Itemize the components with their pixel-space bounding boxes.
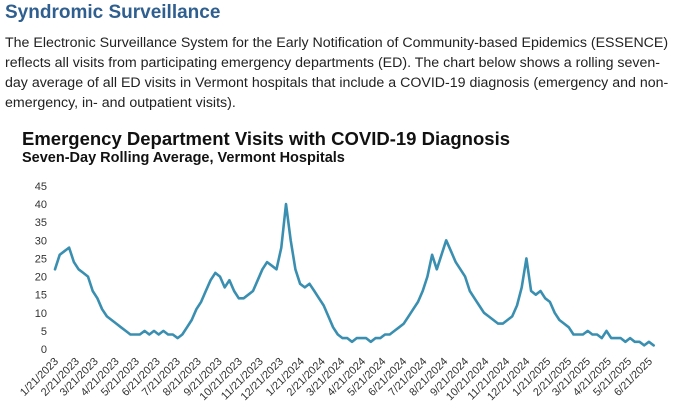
chart-title: Emergency Department Visits with COVID-1… bbox=[22, 128, 510, 149]
series-layer bbox=[53, 202, 655, 347]
y-tick-label: 0 bbox=[41, 344, 47, 356]
y-tick-label: 30 bbox=[35, 235, 47, 247]
intro-paragraph: The Electronic Surveillance System for t… bbox=[5, 35, 669, 111]
y-tick-label: 10 bbox=[35, 308, 47, 320]
y-axis: 0 5 10 15 20 25 30 35 40 45 bbox=[35, 181, 47, 356]
x-axis: 1/21/20232/21/20233/21/20234/21/20235/21… bbox=[18, 356, 655, 403]
y-tick-label: 45 bbox=[35, 181, 47, 193]
y-tick-label: 40 bbox=[35, 199, 47, 211]
series-line bbox=[53, 202, 655, 347]
y-tick-label: 5 bbox=[41, 326, 47, 338]
y-tick-label: 20 bbox=[35, 272, 47, 284]
section-heading: Syndromic Surveillance bbox=[5, 2, 221, 23]
chart-subtitle: Seven-Day Rolling Average, Vermont Hospi… bbox=[22, 150, 345, 166]
y-tick-label: 35 bbox=[35, 217, 47, 229]
y-tick-label: 15 bbox=[35, 290, 47, 302]
y-tick-label: 25 bbox=[35, 253, 47, 265]
